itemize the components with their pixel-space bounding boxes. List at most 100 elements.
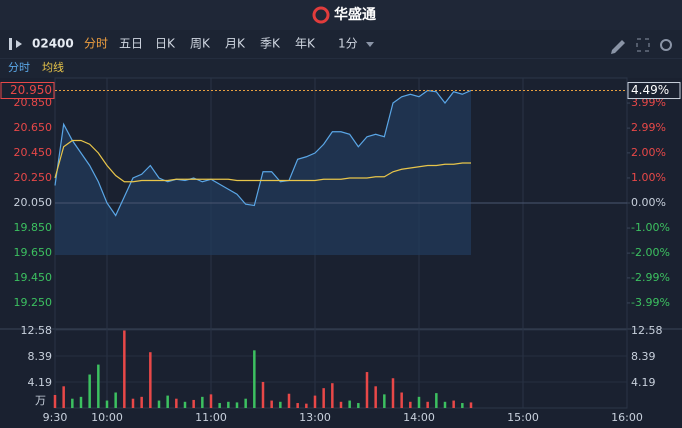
volume-bar bbox=[253, 350, 256, 408]
volume-bar bbox=[71, 398, 74, 408]
volume-bar bbox=[235, 402, 239, 408]
y-tick-label: 20.850 bbox=[14, 96, 53, 109]
volume-bar bbox=[452, 400, 455, 408]
y-tick-label: 19.450 bbox=[14, 271, 53, 284]
draw-icon[interactable] bbox=[611, 40, 625, 54]
volume-bar bbox=[374, 386, 377, 408]
volume-bar bbox=[183, 401, 187, 408]
volume-bar bbox=[244, 398, 247, 408]
legend-price: 分时 bbox=[8, 61, 30, 74]
current-change-box bbox=[627, 82, 681, 100]
y-tick-label: 20.250 bbox=[14, 171, 53, 184]
period-tab[interactable]: 日K bbox=[155, 37, 176, 51]
period-tab[interactable]: 分时 bbox=[84, 37, 108, 51]
logo-icon bbox=[312, 6, 330, 24]
volume-bar bbox=[209, 394, 213, 408]
volume-bar bbox=[227, 401, 230, 408]
x-tick-label: 14:00 bbox=[403, 411, 435, 424]
x-tick-label: 11:00 bbox=[195, 411, 227, 424]
period-tab[interactable]: 年K bbox=[295, 37, 316, 51]
volume-bar bbox=[157, 400, 161, 408]
dropdown-arrow[interactable] bbox=[366, 42, 374, 47]
volume-bar bbox=[201, 396, 204, 408]
volume-unit: 万 bbox=[35, 394, 46, 407]
volume-bar bbox=[62, 386, 65, 408]
volume-bar bbox=[331, 383, 334, 408]
volume-bar bbox=[192, 399, 195, 408]
settings-icon[interactable] bbox=[660, 39, 672, 51]
title-bar bbox=[0, 0, 682, 30]
volume-bar bbox=[114, 392, 117, 408]
y2-tick-label: 3.99% bbox=[631, 96, 666, 109]
y-tick-label: 19.250 bbox=[14, 296, 53, 309]
volume-bar bbox=[149, 352, 152, 408]
volume-tick-label-right: 12.58 bbox=[631, 324, 663, 337]
current-price-box bbox=[0, 82, 55, 99]
indicator-row bbox=[0, 59, 682, 78]
volume-bar bbox=[339, 401, 343, 408]
volume-bar bbox=[175, 398, 178, 408]
y-tick-label: 20.650 bbox=[14, 121, 53, 134]
legend-average: 均线 bbox=[42, 60, 64, 74]
volume-bar bbox=[53, 394, 57, 408]
y2-tick-label: -3.99% bbox=[631, 296, 670, 309]
volume-bar bbox=[296, 403, 299, 408]
y2-tick-label: -1.00% bbox=[631, 221, 670, 234]
y-tick-label: 20.050 bbox=[14, 196, 53, 209]
volume-bar bbox=[218, 403, 221, 408]
volume-bar bbox=[131, 398, 135, 408]
y-tick-label: 19.650 bbox=[14, 246, 53, 259]
collapse-arrow[interactable] bbox=[16, 40, 22, 48]
volume-bar bbox=[313, 395, 317, 408]
period-tabs: 分时 五日 日K 周K 月K 季K 年K bbox=[84, 37, 316, 51]
volume-bar bbox=[348, 400, 351, 408]
y2-tick-label: 0.00% bbox=[631, 196, 666, 209]
volume-tick-label: 4.19 bbox=[28, 376, 53, 389]
volume-bar bbox=[443, 401, 447, 408]
current-price-label: 20.950 bbox=[10, 83, 52, 97]
x-tick-label: 10:00 bbox=[91, 411, 123, 424]
y2-tick-label: 2.99% bbox=[631, 121, 666, 134]
volume-bar bbox=[287, 393, 291, 408]
volume-bar bbox=[322, 388, 325, 408]
volume-bar bbox=[305, 403, 308, 408]
period-tab[interactable]: 月K bbox=[225, 37, 246, 51]
volume-bar bbox=[469, 402, 473, 408]
y2-tick-label: -2.00% bbox=[631, 246, 670, 259]
volume-bar bbox=[123, 330, 126, 408]
period-tab[interactable]: 季K bbox=[260, 37, 281, 51]
volume-bar bbox=[365, 372, 369, 408]
price-line bbox=[54, 89, 472, 217]
collapse-icon[interactable] bbox=[9, 38, 12, 50]
current-change-label: 4.49% bbox=[631, 83, 669, 97]
volume-bar bbox=[417, 396, 421, 408]
volume-bar bbox=[357, 403, 360, 408]
volume-tick-label-right: 8.39 bbox=[631, 350, 656, 363]
volume-bar bbox=[435, 393, 438, 408]
volume-bar bbox=[426, 401, 429, 408]
y2-tick-label: -2.99% bbox=[631, 271, 670, 284]
expand-icon[interactable] bbox=[636, 38, 650, 52]
volume-bar bbox=[270, 400, 273, 408]
interval-select[interactable]: 1分 bbox=[338, 37, 358, 51]
volume-bar bbox=[140, 396, 143, 408]
volume-tick-label-right: 4.19 bbox=[631, 376, 656, 389]
average-line bbox=[54, 139, 471, 183]
volume-tick-label: 12.58 bbox=[21, 324, 53, 337]
x-tick-label: 13:00 bbox=[299, 411, 331, 424]
volume-bar bbox=[279, 401, 282, 408]
toolbar bbox=[0, 30, 682, 59]
period-tab[interactable]: 五日 bbox=[119, 37, 143, 51]
y-tick-label: 20.450 bbox=[14, 146, 53, 159]
y2-tick-label: 1.00% bbox=[631, 171, 666, 184]
y-tick-label: 19.850 bbox=[14, 221, 53, 234]
x-tick-label: 15:00 bbox=[507, 411, 539, 424]
volume-bar bbox=[383, 394, 386, 408]
period-tab[interactable]: 周K bbox=[190, 37, 211, 51]
x-tick-label: 9:30 bbox=[43, 411, 68, 424]
logo-text: 华盛通 bbox=[334, 6, 376, 23]
volume-bar bbox=[97, 364, 100, 408]
stock-code: 02400 bbox=[32, 37, 74, 51]
